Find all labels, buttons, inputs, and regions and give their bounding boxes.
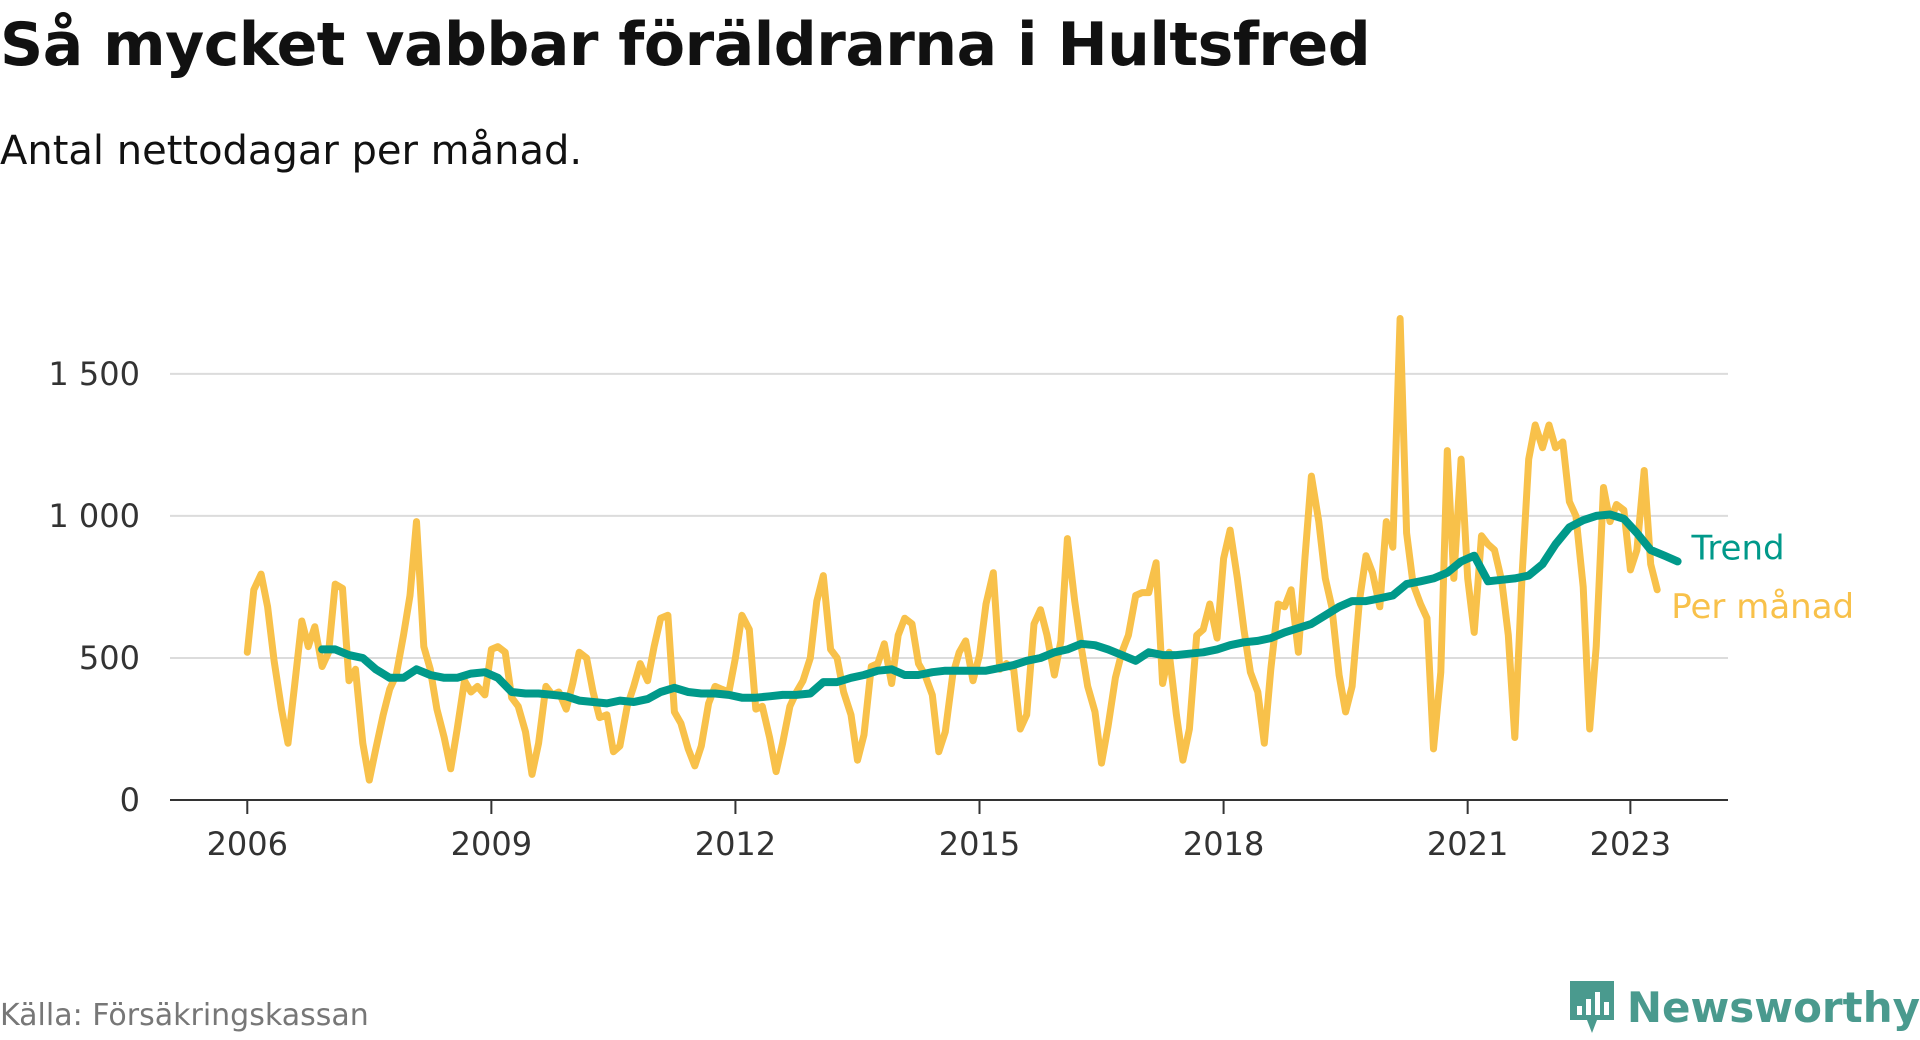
x-tick-label: 2023 (1590, 825, 1671, 863)
chart-title: Så mycket vabbar föräldrarna i Hultsfred (0, 10, 1371, 80)
axes: 0 500 1 000 1 500 2006 2009 2012 2015 2018 2021 20… (48, 355, 1728, 863)
series-label-per-month: Per månad (1671, 587, 1854, 627)
y-tick-label: 1 500 (48, 355, 140, 393)
series-labels: Per månad Trend (1671, 528, 1854, 626)
y-tick-label: 500 (79, 639, 140, 677)
x-tick-label: 2012 (695, 825, 776, 863)
series-lines (243, 315, 1682, 784)
brand-logo: Newsworthy (1567, 978, 1920, 1036)
series-label-trend: Trend (1691, 528, 1785, 568)
series-line-trend (318, 510, 1682, 708)
y-tick-label: 1 000 (48, 497, 140, 535)
x-tick-label: 2015 (939, 825, 1020, 863)
source-note: Källa: Försäkringskassan (0, 998, 369, 1033)
x-tick-label: 2021 (1427, 825, 1508, 863)
newsworthy-logo-icon (1569, 981, 1614, 1033)
x-tick-label: 2009 (451, 825, 532, 863)
brand-name: Newsworthy (1626, 982, 1920, 1032)
chart-subtitle: Antal nettodagar per månad. (0, 128, 583, 174)
series-line-per-month (243, 315, 1661, 784)
x-tick-label: 2018 (1183, 825, 1264, 863)
y-tick-label: 0 (120, 781, 140, 819)
x-tick-label: 2006 (207, 825, 288, 863)
